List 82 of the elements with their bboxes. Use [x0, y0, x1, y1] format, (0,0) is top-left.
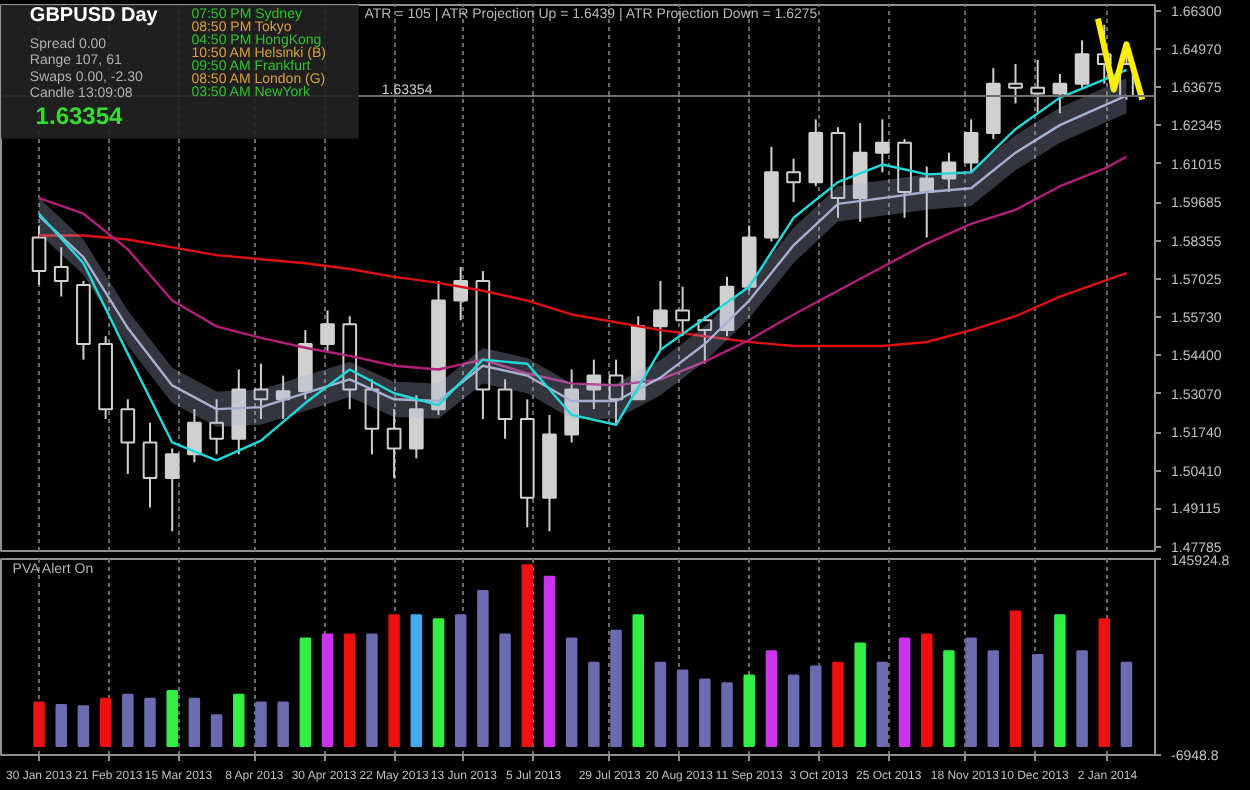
- bar: [565, 637, 578, 748]
- bar: [676, 669, 689, 748]
- bar: [477, 589, 489, 748]
- bar: [543, 575, 556, 748]
- bar: [321, 633, 334, 748]
- bar: [166, 689, 178, 748]
- candlestick: [364, 378, 380, 456]
- candlestick: [497, 378, 513, 440]
- bar: [188, 697, 201, 748]
- bar: [854, 642, 866, 748]
- chart-title: GBPUSD Day: [29, 5, 159, 27]
- candlestick: [320, 309, 335, 353]
- candlestick: [564, 368, 579, 444]
- candlestick: [875, 118, 890, 174]
- bar: [388, 614, 400, 748]
- bar: [432, 618, 445, 748]
- bar: [810, 665, 822, 748]
- bar: [144, 697, 156, 748]
- bar: [743, 674, 755, 748]
- bar: [1009, 610, 1022, 748]
- candlestick: [298, 329, 313, 401]
- bar: [33, 701, 45, 748]
- bar: [721, 682, 733, 748]
- bar: [499, 633, 511, 748]
- bar: [410, 614, 423, 748]
- bar: [1031, 654, 1044, 748]
- candlestick: [675, 285, 690, 338]
- bar: [299, 637, 312, 748]
- bar: [1054, 614, 1066, 748]
- candlestick: [1030, 59, 1046, 115]
- bar: [920, 633, 933, 748]
- candlestick: [653, 279, 668, 351]
- bar: [99, 697, 112, 748]
- candlestick: [852, 122, 868, 223]
- bar: [122, 693, 134, 748]
- candlestick: [120, 398, 136, 475]
- bar: [654, 661, 667, 748]
- bar: [943, 650, 955, 748]
- candlestick: [919, 165, 935, 239]
- bar: [277, 701, 289, 748]
- bar: [898, 637, 911, 748]
- candlestick: [786, 157, 801, 204]
- candlestick: [1008, 63, 1023, 105]
- candlestick: [275, 374, 291, 420]
- candlestick: [453, 266, 469, 322]
- bar: [832, 661, 844, 748]
- bar: [77, 705, 90, 748]
- bar: [255, 701, 267, 748]
- bar: [588, 661, 600, 748]
- candlestick: [408, 394, 424, 460]
- bar: [765, 650, 778, 748]
- bar: [1098, 618, 1111, 748]
- bar: [454, 614, 467, 748]
- candlestick: [253, 362, 269, 420]
- bar: [787, 674, 800, 748]
- candlestick: [53, 246, 69, 298]
- bar: [632, 614, 644, 748]
- bar: [521, 564, 534, 748]
- candlestick: [164, 447, 180, 533]
- bar: [987, 650, 1000, 748]
- bar: [55, 704, 67, 748]
- candlestick: [1074, 39, 1090, 89]
- bar: [965, 637, 977, 748]
- bar: [343, 633, 356, 748]
- bar: [699, 678, 711, 748]
- bar: [1120, 661, 1133, 748]
- line-series: [1094, 15, 1146, 103]
- candlestick: [31, 224, 47, 286]
- candlestick: [187, 408, 202, 464]
- candlestick: [697, 315, 713, 365]
- candlestick: [386, 408, 402, 480]
- bar: [233, 693, 245, 748]
- bar: [366, 633, 378, 748]
- bar: [210, 714, 223, 748]
- bar: [610, 629, 622, 748]
- candlestick: [209, 398, 224, 456]
- bar: [876, 661, 889, 748]
- candlestick: [963, 118, 979, 174]
- candlestick: [1052, 72, 1068, 115]
- annotation: 1.63354: [35, 102, 124, 131]
- candlestick: [142, 421, 158, 509]
- bar: [1076, 650, 1088, 748]
